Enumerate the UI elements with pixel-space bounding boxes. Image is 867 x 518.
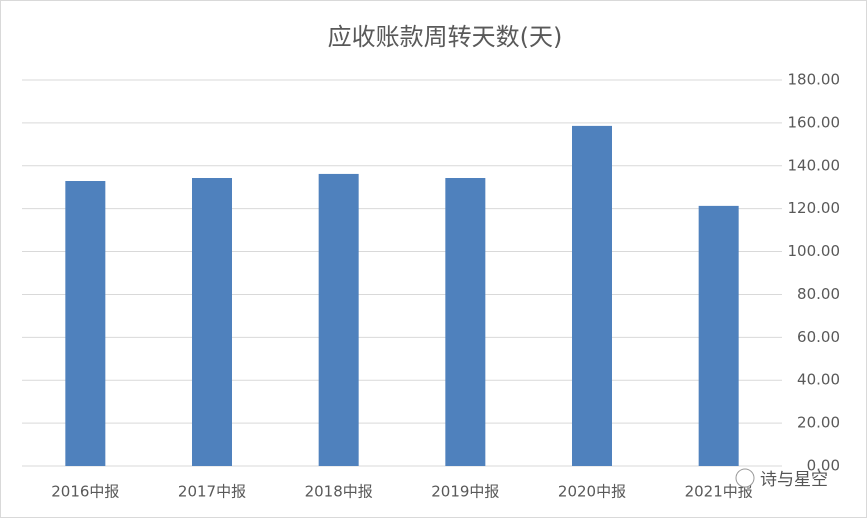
y-tick-label: 120.00 [788, 199, 841, 217]
watermark: 诗与星空 [760, 470, 828, 490]
y-tick-label: 0.00 [807, 457, 840, 475]
bar [192, 178, 232, 467]
bar [445, 178, 486, 467]
bar [65, 181, 106, 466]
chart-title: 应收账款周转天数(天) [328, 23, 563, 51]
bar [572, 125, 612, 466]
y-tick-label: 180.00 [788, 71, 841, 89]
y-tick-label: 160.00 [788, 113, 841, 131]
y-tick-label: 140.00 [788, 156, 841, 174]
x-tick-label: 2020中报 [558, 483, 626, 501]
y-tick-label: 40.00 [797, 371, 840, 389]
x-tick-label: 2018中报 [305, 483, 373, 501]
y-tick-label: 60.00 [797, 328, 840, 346]
y-tick-label: 80.00 [797, 285, 840, 303]
y-tick-label: 20.00 [797, 414, 840, 432]
y-tick-label: 100.00 [788, 242, 841, 260]
bar [698, 205, 739, 466]
x-tick-label: 2021中报 [685, 483, 753, 501]
x-tick-label: 2016中报 [51, 483, 119, 501]
watermark-icon [735, 468, 755, 488]
bar [318, 173, 359, 466]
x-tick-label: 2017中报 [178, 483, 246, 501]
x-tick-label: 2019中报 [431, 483, 499, 501]
